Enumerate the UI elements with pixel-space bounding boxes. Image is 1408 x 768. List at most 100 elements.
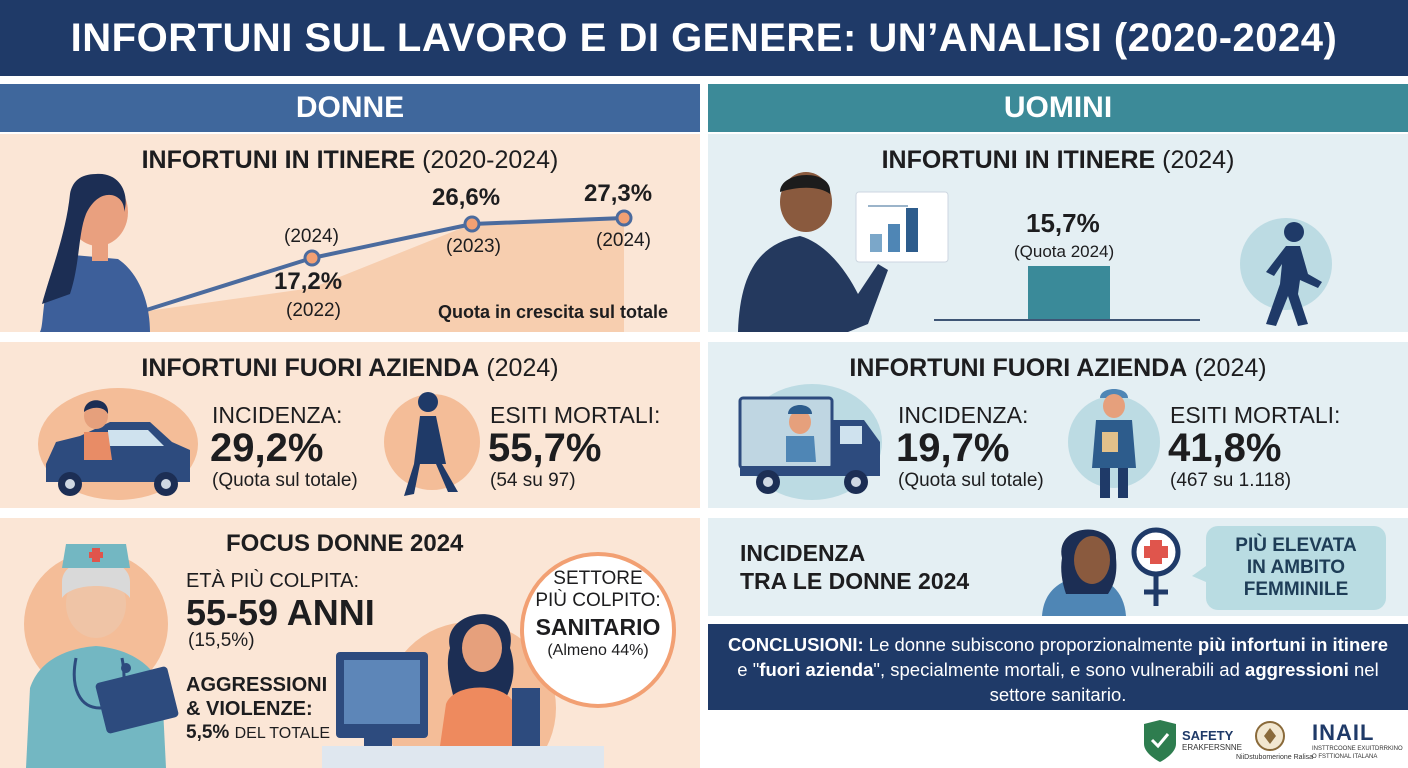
settore-value: SANITARIO — [535, 614, 661, 640]
focus-title: FOCUS DONNE 2024 — [226, 530, 464, 557]
uomini-itinere-value: 15,7% — [1026, 208, 1100, 238]
uomini-itinere-note: (Quota 2024) — [1014, 242, 1115, 261]
man-presenting-illustration — [738, 172, 949, 332]
conclusion-label: CONCLUSIONI: — [727, 634, 864, 655]
chart-point-2024b — [615, 209, 633, 227]
truck-icon — [738, 396, 880, 494]
panel-uomini-fuori: INFORTUNI FUORI AZIENDA (2024) INCIDENZA… — [708, 342, 1408, 508]
incidenza-note: (Quota sul totale) — [212, 470, 358, 491]
donne-fuori-graphics — [38, 388, 480, 500]
aggr-line2: & VIOLENZE: — [186, 698, 313, 720]
bubble-line1: PIÙ ELEVATA — [1235, 535, 1357, 556]
itinere-line-chart — [40, 173, 633, 332]
panel-title-bold: INFORTUNI FUORI AZIENDA — [141, 354, 480, 382]
conclusion-text: nel settore sanitario. — [989, 659, 1379, 705]
car-icon — [46, 400, 190, 496]
chart-year-label: (2023) — [446, 236, 501, 257]
bubble-line2: IN AMBITO — [1246, 557, 1346, 578]
panel-title-period: (2024) — [486, 354, 559, 382]
panel-title: INFORTUNI IN ITINERE (2020-2024) — [0, 146, 700, 175]
panel-donne-focus: FOCUS DONNE 2024 ETÀ PIÙ COLPITA: 55 — [0, 518, 700, 768]
uomini-fuori-graphics — [738, 384, 1160, 500]
panel-title-period: (2024) — [1162, 146, 1235, 174]
panel-title-period: (2024) — [1194, 354, 1267, 382]
incidenza-note: (Quota sul totale) — [898, 470, 1044, 491]
safety-logo-line2: ERAKFERSNNE — [1182, 743, 1243, 752]
mortali-note: (467 su 1.118) — [1170, 470, 1292, 491]
uomini-itinere-bar — [1028, 266, 1110, 320]
panel-title-period: (2020-2024) — [422, 146, 559, 174]
panel-uomini-itinere: INFORTUNI IN ITINERE (2024) 15,7% (Quota… — [708, 134, 1408, 332]
chart-value-label: 17,2% — [274, 268, 343, 295]
eta-label: ETÀ PIÙ COLPITA: — [186, 570, 359, 592]
inail-sub1: INSTTRCOONE EXUITDRRKINO — [1312, 746, 1403, 752]
panel-title: INFORTUNI IN ITINERE (2024) — [708, 146, 1408, 175]
nurse-illustration — [26, 544, 179, 768]
mortali-value: 55,7% — [488, 426, 602, 470]
incidenza-graphics — [1042, 527, 1206, 616]
woman-walking-icon — [404, 392, 458, 496]
office-worker-illustration — [322, 614, 604, 768]
incidenza-label: INCIDENZA: — [898, 402, 1029, 428]
chart-value-label: 26,6% — [432, 184, 501, 211]
column-header-uomini: UOMINI — [708, 84, 1408, 132]
chart-year-label: (2024) — [284, 226, 339, 247]
panel-title: INFORTUNI FUORI AZIENDA (2024) — [708, 354, 1408, 383]
uomini-itinere-graphic — [738, 172, 1332, 332]
aggr-value-line: 5,5% DEL TOTALE — [186, 722, 330, 744]
settore-line2: PIÙ COLPITO: — [535, 590, 661, 611]
logo-strip — [1144, 720, 1285, 762]
incidenza-line1: INCIDENZA — [740, 540, 866, 566]
panel-donne-itinere: INFORTUNI IN ITINERE (2020-2024) (2024) … — [0, 134, 700, 332]
conclusion-emphasis: fuori azienda — [759, 659, 874, 680]
column-header-donne: DONNE — [0, 84, 700, 132]
aggr-value: 5,5% — [186, 722, 230, 743]
female-symbol-icon — [1131, 527, 1181, 606]
incidenza-label: INCIDENZA: — [212, 402, 343, 428]
chart-year-label: (2022) — [286, 300, 341, 321]
walking-person-icon — [1266, 222, 1322, 326]
worker-icon — [1092, 389, 1136, 498]
incidenza-value: 29,2% — [210, 426, 324, 470]
settore-badge — [520, 552, 676, 708]
panel-donne-fuori: INFORTUNI FUORI AZIENDA (2024) INCIDENZA… — [0, 342, 700, 508]
mortali-label: ESITI MORTALI: — [1170, 402, 1341, 428]
panel-title-bold: INFORTUNI IN ITINERE — [881, 146, 1156, 174]
mortali-note: (54 su 97) — [490, 470, 576, 491]
conclusion-box: CONCLUSIONI: Le donne subiscono proporzi… — [708, 624, 1408, 710]
chart-year-label: (2024) — [596, 230, 651, 251]
ministry-logo-text: NiiDstubomerione Ralisa — [1236, 754, 1314, 761]
chart-value-label: 27,3% — [584, 180, 653, 207]
settore-note: (Almeno 44%) — [547, 642, 649, 659]
conclusion-emphasis: aggressioni — [1245, 659, 1349, 680]
panel-title-bold: INFORTUNI IN ITINERE — [141, 146, 416, 174]
chart-note: Quota in crescita sul totale — [438, 302, 669, 322]
conclusion-emphasis: più infortuni in itinere — [1197, 634, 1389, 655]
focus-graphics — [24, 544, 676, 768]
woman-illustration — [40, 173, 150, 332]
chart-series-line — [139, 216, 625, 314]
chart-point-2024a — [303, 249, 321, 267]
panel-title-bold: INFORTUNI FUORI AZIENDA — [849, 354, 1188, 382]
aggr-line1: AGGRESSIONI — [186, 674, 328, 696]
conclusion-text: ", specialmente mortali, e sono vulnerab… — [873, 659, 1246, 680]
inail-sub2: O FSTTIONAL ITALANA — [1312, 754, 1378, 760]
safety-logo-line1: SAFETY — [1182, 728, 1234, 743]
speech-bubble: PIÙ ELEVATA IN AMBITO FEMMINILE — [1206, 526, 1386, 610]
woman-profile-illustration — [1042, 529, 1126, 616]
panel-title: INFORTUNI FUORI AZIENDA (2024) — [0, 354, 700, 383]
incidenza-value: 19,7% — [896, 426, 1010, 470]
mortali-value: 41,8% — [1168, 426, 1282, 470]
settore-line1: SETTORE — [553, 568, 643, 589]
chart-area-fill — [140, 218, 624, 332]
chart-point-2023 — [463, 215, 481, 233]
incidenza-line2: TRA LE DONNE 2024 — [740, 568, 970, 594]
safety-shield-icon — [1144, 720, 1176, 762]
mortali-label: ESITI MORTALI: — [490, 402, 661, 428]
aggr-suffix: DEL TOTALE — [234, 725, 331, 742]
bubble-line3: FEMMINILE — [1243, 579, 1349, 600]
inail-logo: INAIL — [1312, 720, 1375, 745]
eta-note: (15,5%) — [188, 630, 255, 651]
page-title: INFORTUNI SUL LAVORO E DI GENERE: UN’ANA… — [0, 0, 1408, 76]
conclusion-text: e " — [737, 659, 760, 680]
